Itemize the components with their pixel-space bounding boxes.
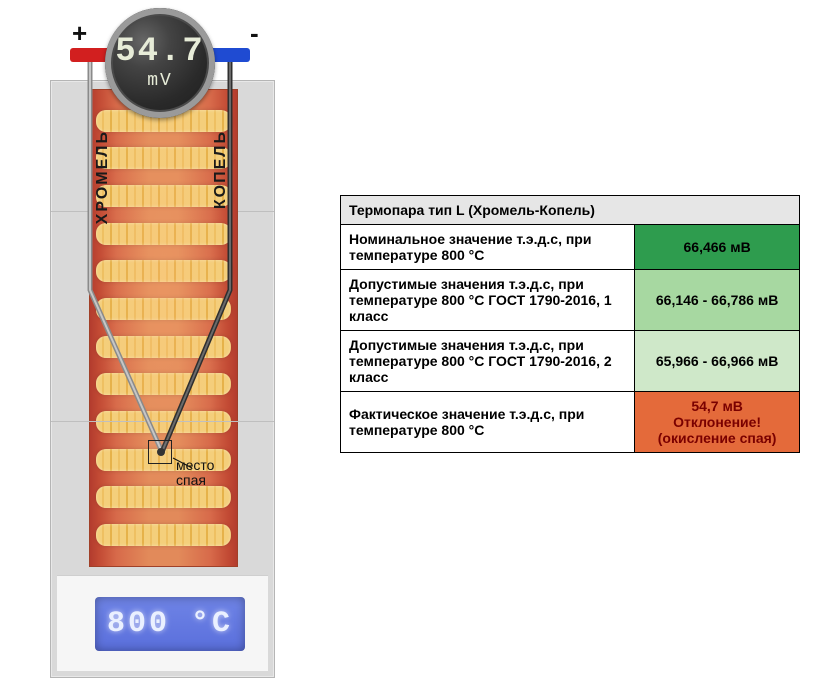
emf-table: Термопара тип L (Хромель-Копель) Номинал… [340,195,800,453]
terminal-plus-sign: + [72,18,87,49]
millivolt-meter: 54.7 mV [105,8,215,118]
coil [96,260,231,282]
display-panel: 800 °C [57,575,268,671]
meter-value: 54.7 [115,35,205,69]
terminal-minus [210,48,250,62]
table-row: Номинальное значение т.э.д.с, при темпер… [341,225,800,270]
table-title: Термопара тип L (Хромель-Копель) [341,196,800,225]
row-label: Фактическое значение т.э.д.с, при темпер… [341,392,635,453]
row-value-line1: 54,7 мВ [643,398,791,414]
wire-label-right: КОПЕЛЬ [212,130,230,209]
coil [96,486,231,508]
row-value-line2: Отклонение! [643,414,791,430]
row-label: Допустимые значения т.э.д.с, при темпера… [341,270,635,331]
row-label: Допустимые значения т.э.д.с, при темпера… [341,331,635,392]
row-value: 66,466 мВ [635,225,800,270]
meter-unit: mV [147,71,173,91]
junction-label: место спая [176,458,214,487]
row-value: 66,146 - 66,786 мВ [635,270,800,331]
junction-label-line2: спая [176,472,206,488]
coil [96,185,231,207]
terminal-minus-sign: - [250,18,259,49]
row-value-deviation: 54,7 мВ Отклонение! (окисление спая) [635,392,800,453]
table-row: Допустимые значения т.э.д.с, при темпера… [341,331,800,392]
furnace-body: 800 °C [50,80,275,678]
coil [96,298,231,320]
coil [96,147,231,169]
table-row: Фактическое значение т.э.д.с, при темпер… [341,392,800,453]
coil [96,336,231,358]
meter-readout: 54.7 mV [119,22,201,104]
junction-label-line1: место [176,457,214,473]
junction-dot-icon [157,448,165,456]
row-label: Номинальное значение т.э.д.с, при темпер… [341,225,635,270]
coil [96,373,231,395]
terminal-plus [70,48,110,62]
table-header-row: Термопара тип L (Хромель-Копель) [341,196,800,225]
furnace: 800 °C [50,80,275,678]
coil [96,524,231,546]
row-value: 65,966 - 66,966 мВ [635,331,800,392]
diagram-stage: + 54.7 mV - [10,10,803,671]
coil [96,223,231,245]
table-row: Допустимые значения т.э.д.с, при темпера… [341,270,800,331]
row-value-line3: (окисление спая) [643,430,791,446]
coil [96,411,231,433]
temperature-display: 800 °C [95,597,245,651]
wire-label-left: ХРОМЕЛЬ [94,130,112,224]
